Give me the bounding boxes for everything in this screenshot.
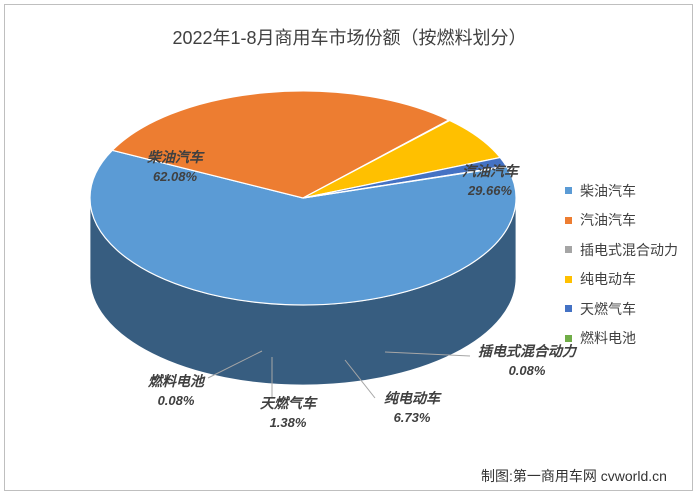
legend-label: 纯电动车 <box>580 271 636 288</box>
legend-swatch <box>565 275 572 283</box>
slice-name-label-4: 天燃气车 <box>260 395 318 411</box>
legend-item-5: 燃料电池 <box>565 324 678 354</box>
pie-leaders <box>207 350 471 399</box>
pie-labels: 柴油汽车 62.08% 汽油汽车 29.66% 插电式混合动力 0.08% 纯电动车 6.73… <box>147 149 578 430</box>
slice-name-label-5: 燃料电池 <box>147 373 206 389</box>
legend-swatch <box>565 305 572 313</box>
credit-text: 制图:第一商用车网 cvworld.cn <box>481 468 667 484</box>
pie-slice-5 <box>302 165 508 199</box>
legend-item-0: 柴油汽车 <box>565 176 678 206</box>
pie-tops <box>89 90 517 306</box>
legend-label: 天燃气车 <box>580 300 636 317</box>
slice-value-label-2: 0.08% <box>509 363 546 378</box>
legend-label: 柴油汽车 <box>580 182 636 199</box>
leader-line-3 <box>344 359 376 399</box>
legend-label: 插电式混合动力 <box>580 241 678 258</box>
slice-value-label-5: 0.08% <box>158 393 195 408</box>
pie-slice-0 <box>89 149 517 306</box>
slice-value-label-0: 62.08% <box>153 169 198 184</box>
slice-name-label-2: 插电式混合动力 <box>478 343 578 359</box>
legend-swatch <box>565 216 572 224</box>
legend-item-2: 插电式混合动力 <box>565 235 678 265</box>
legend-item-1: 汽油汽车 <box>565 206 678 236</box>
chart-title: 2022年1-8月商用车市场份额（按燃料划分） <box>172 28 527 48</box>
slice-name-label-0: 柴油汽车 <box>147 149 205 165</box>
leader-line-5 <box>207 350 263 379</box>
legend: 柴油汽车汽油汽车插电式混合动力 纯电动车天燃气车燃料电池 <box>565 176 678 353</box>
legend-item-4: 天燃气车 <box>565 294 678 324</box>
legend-label: 燃料电池 <box>580 330 636 347</box>
slice-value-label-4: 1.38% <box>270 415 307 430</box>
legend-label: 汽油汽车 <box>580 212 636 229</box>
slice-name-label-3: 纯电动车 <box>384 390 442 406</box>
legend-item-3: 纯电动车 <box>565 265 678 295</box>
slice-name-label-1: 汽油汽车 <box>462 163 520 179</box>
leader-line-2 <box>384 351 471 357</box>
pie-slice-1 <box>111 90 451 199</box>
slice-value-label-1: 29.66% <box>467 183 513 198</box>
legend-swatch <box>565 187 572 195</box>
legend-swatch <box>565 334 572 342</box>
slice-value-label-3: 6.73% <box>394 410 431 425</box>
legend-swatch <box>565 246 572 254</box>
